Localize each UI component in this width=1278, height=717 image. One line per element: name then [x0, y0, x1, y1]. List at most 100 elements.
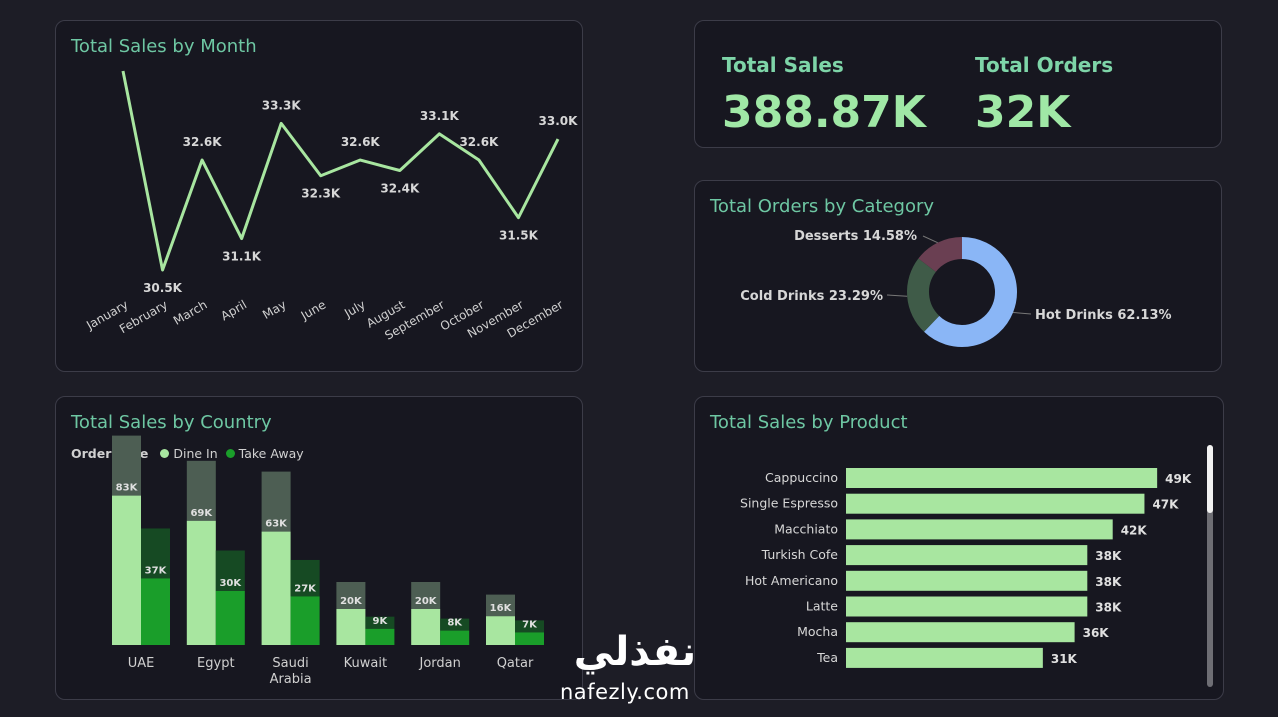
bar-label: 37K [145, 565, 168, 576]
bar [215, 591, 245, 645]
leader-line [886, 294, 908, 297]
bar-label: 7K [522, 619, 538, 630]
data-label: 32.6K [341, 135, 381, 149]
bar [846, 570, 1088, 591]
bar-shadow [515, 620, 544, 633]
leader-line [1013, 311, 1032, 315]
bar-label: 30K [219, 578, 242, 589]
data-label: 33.1K [420, 109, 460, 123]
data-label: 33.0K [539, 114, 579, 128]
slice-label: Desserts 14.58% [794, 229, 917, 244]
data-label: 32.6K [183, 135, 223, 149]
data-label: 32.4K [380, 182, 420, 196]
bar [440, 630, 470, 645]
bar-label: 36K [1083, 626, 1110, 640]
data-label: 31.1K [222, 250, 262, 264]
country-chart-card: Total Sales by Country Order Type Dine I… [55, 396, 583, 700]
x-tick-label: Egypt [197, 656, 235, 671]
watermark-arabic: نفذلي [573, 629, 697, 675]
bar-label: 20K [340, 596, 363, 607]
category-donut-chart: Hot Drinks 62.13% Cold Drinks 23.29% Desse… [740, 229, 1172, 347]
product-chart-card: Total Sales by Product Cappuccino 49K Sing… [694, 396, 1224, 700]
bar [515, 632, 544, 645]
donut-slice [918, 237, 963, 273]
x-tick-label: Kuwait [344, 656, 387, 671]
bar-shadow [141, 528, 170, 579]
bar-shadow [365, 616, 395, 629]
bar [846, 519, 1113, 540]
total-sales-value: 388.87K [722, 87, 926, 138]
bar-label: 38K [1095, 549, 1122, 563]
x-tick-label: Qatar [497, 656, 534, 671]
x-tick-label: May [260, 297, 288, 322]
bar [846, 596, 1088, 617]
bar [336, 609, 366, 645]
bar [141, 578, 170, 645]
bar-label: 8K [447, 618, 463, 629]
product-scrollbar-thumb[interactable] [1207, 445, 1213, 513]
donut-slice [907, 258, 940, 332]
total-sales-label: Total Sales [722, 53, 844, 77]
bar-shadow [440, 618, 470, 631]
month-line-chart: 30.5K 32.6K 31.1K 33.3K 32.3K 32.6K 32.4K 33.1K… [83, 70, 579, 343]
x-tick-label: July [341, 297, 368, 320]
x-tick-label: UAE [128, 656, 155, 671]
bar [846, 468, 1158, 488]
month-chart-card: Total Sales by Month 30.5K 32.6K 31.1K 33.3… [55, 20, 583, 372]
month-chart-title: Total Sales by Month [71, 36, 257, 57]
sales-line [121, 70, 560, 272]
bar-shadow [261, 471, 291, 532]
x-tick-label: June [298, 297, 329, 323]
bar-label: 47K [1152, 498, 1179, 512]
bar-shadow [486, 594, 515, 617]
data-label: 31.5K [499, 229, 539, 243]
legend-label-take-away[interactable]: Take Away [238, 446, 304, 461]
x-tick-label: Arabia [270, 672, 312, 687]
bar-label: 31K [1051, 652, 1078, 666]
bar [846, 622, 1075, 643]
data-label: 32.6K [459, 135, 499, 149]
x-tick-label: Saudi [272, 656, 308, 671]
bar [846, 493, 1145, 514]
product-bar-chart: Cappuccino 49K Single Espresso 47K Macchiato… [740, 468, 1192, 668]
data-label: 33.3K [262, 98, 302, 112]
watermark-latin: nafezly.com [560, 680, 690, 704]
legend-label-dine-in[interactable]: Dine In [173, 446, 218, 461]
bar-label: 69K [190, 508, 213, 519]
bar [290, 596, 320, 645]
x-tick-label: April [218, 297, 249, 323]
y-tick-label: Hot Americano [745, 573, 838, 588]
donut-slice [924, 237, 1017, 347]
bar-shadow [336, 582, 366, 609]
category-chart-title: Total Orders by Category [710, 196, 935, 217]
watermark: نفذلي nafezly.com [560, 632, 710, 704]
kpi-card: Total Sales 388.87K Total Orders 32K [694, 20, 1222, 148]
bar-label: 49K [1165, 472, 1192, 486]
total-orders-value: 32K [975, 87, 1071, 138]
slice-label: Hot Drinks 62.13% [1035, 308, 1172, 323]
bar-label: 38K [1095, 575, 1122, 589]
bar-label: 63K [265, 519, 288, 530]
data-label: 32.3K [301, 187, 341, 201]
data-label: 30.5K [143, 281, 183, 295]
bar [365, 628, 395, 645]
bar-shadow [215, 550, 245, 591]
bar [411, 609, 441, 645]
bar-label: 42K [1121, 523, 1148, 537]
bar-shadow [112, 435, 141, 496]
bar-shadow [186, 460, 216, 521]
category-chart-card: Total Orders by Category Hot Drinks 62.1… [694, 180, 1222, 372]
bar-label: 9K [373, 616, 389, 627]
total-orders-label: Total Orders [975, 53, 1114, 77]
product-scrollbar[interactable] [1207, 445, 1213, 687]
bar [186, 520, 216, 645]
bar-shadow [411, 582, 441, 609]
bar [846, 545, 1088, 566]
y-tick-label: Mocha [797, 624, 838, 639]
bar-label: 83K [116, 483, 139, 494]
y-tick-label: Macchiato [774, 521, 838, 536]
y-tick-label: Tea [816, 650, 838, 665]
bar [846, 647, 1043, 668]
y-tick-label: Single Espresso [740, 496, 838, 511]
